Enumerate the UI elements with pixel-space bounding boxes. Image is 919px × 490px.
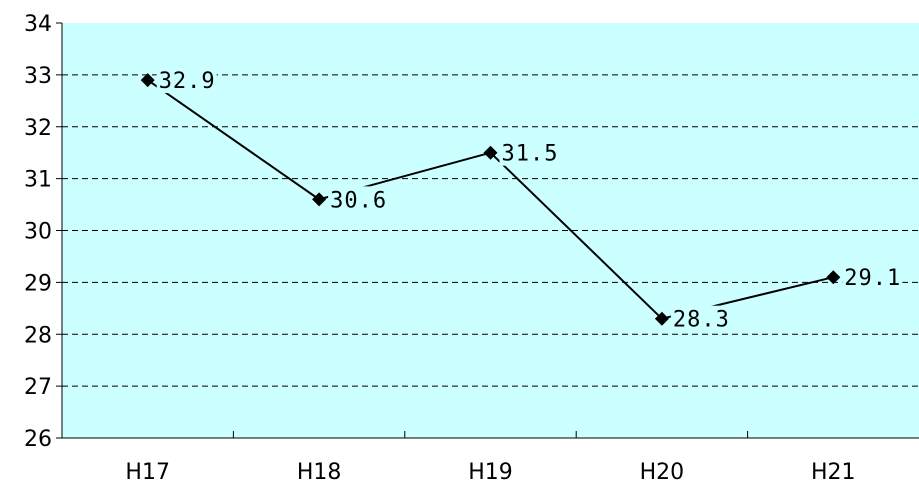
x-axis-tick-label: H17 (125, 460, 170, 485)
data-label: 29.1 (844, 266, 901, 291)
data-label: 31.5 (502, 142, 559, 167)
x-axis-tick-label: H21 (811, 460, 856, 485)
data-label: 30.6 (330, 188, 387, 213)
data-point-marker (654, 311, 669, 326)
y-axis-tick-label: 26 (24, 427, 52, 452)
data-label: 32.9 (159, 69, 216, 94)
data-label-background (670, 305, 731, 332)
x-axis-tick-label: H18 (297, 460, 342, 485)
y-axis-tick-label: 30 (24, 220, 52, 245)
data-point-marker (826, 270, 841, 285)
data-point-marker (312, 192, 327, 207)
y-axis-tick-label: 28 (24, 323, 52, 348)
axes (56, 22, 919, 439)
data-label: 28.3 (673, 308, 730, 333)
x-axis-tick-labels: H17 H18 H19 H20 H21 (125, 460, 855, 485)
y-axis-tick-label: 33 (24, 64, 52, 89)
data-point-marker (140, 73, 155, 88)
y-axis-tick-label: 27 (24, 375, 52, 400)
data-label-background (499, 139, 560, 166)
y-axis-tick-label: 34 (24, 12, 52, 37)
y-axis-tick-labels: 26 27 28 29 30 31 32 33 34 (24, 12, 52, 452)
grid-lines (62, 74, 919, 387)
series-layer: 32.9 30.6 31.5 28.3 29.1 (140, 67, 903, 333)
data-label-background (156, 67, 217, 94)
data-label-background (328, 186, 389, 213)
data-point-marker (483, 145, 498, 160)
y-axis-tick-label: 29 (24, 271, 52, 296)
y-axis-tick-label: 31 (24, 168, 52, 193)
data-label-background (842, 264, 903, 291)
x-axis-tick-label: H20 (640, 460, 685, 485)
x-axis-tick-label: H19 (468, 460, 513, 485)
y-axis-tick-label: 32 (24, 116, 52, 141)
